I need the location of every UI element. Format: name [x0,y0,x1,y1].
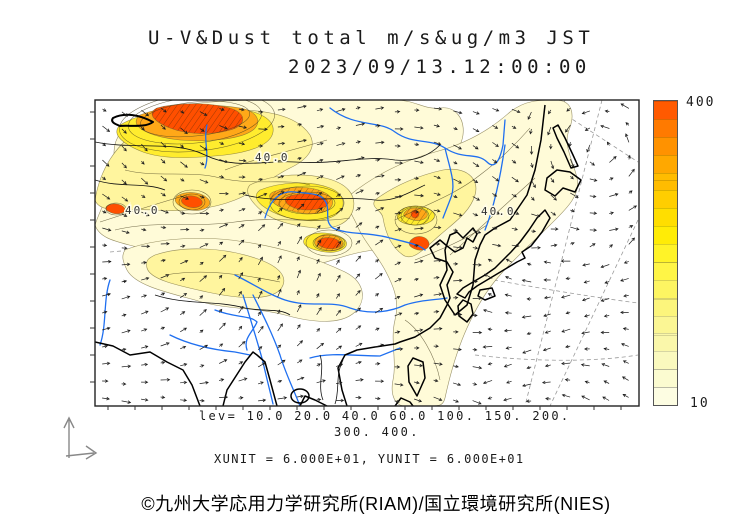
dust-fill-layer [95,100,578,406]
legend-levels-line1: lev= 10.0 20.0 40.0 60.0 100. 150. 200. [199,409,571,423]
colorbar-segments [654,101,677,405]
contour-label: 40.0 [481,205,516,218]
contour-label: 40.0 [125,204,160,217]
coastlines [95,104,582,406]
dust-map: 40.0 40.0 40.0 [90,99,640,410]
colorbar-max-label: 400 [686,95,716,110]
contour-lines [99,100,536,381]
chart-title: U-V&Dust total m/s&ug/m3 JST [148,27,595,49]
contour-label: 40.0 [255,151,290,164]
credit-line: ©九州大学応用力学研究所(RIAM)/国立環境研究所(NIES) [141,494,611,514]
colorbar [653,100,678,406]
map-frame [94,99,640,407]
river-lines [99,107,506,406]
colorbar-min-label: 10 [690,396,710,411]
chart-datetime: 2023/09/13.12:00:00 [288,56,591,78]
wind-arrows [102,103,638,405]
legend-levels-line2: 300. 400. [334,425,420,439]
map-frame-ticks [90,111,622,410]
axis-arrows-icon [63,416,98,460]
legend-unit-line: XUNIT = 6.000E+01, YUNIT = 6.000E+01 [214,452,525,466]
